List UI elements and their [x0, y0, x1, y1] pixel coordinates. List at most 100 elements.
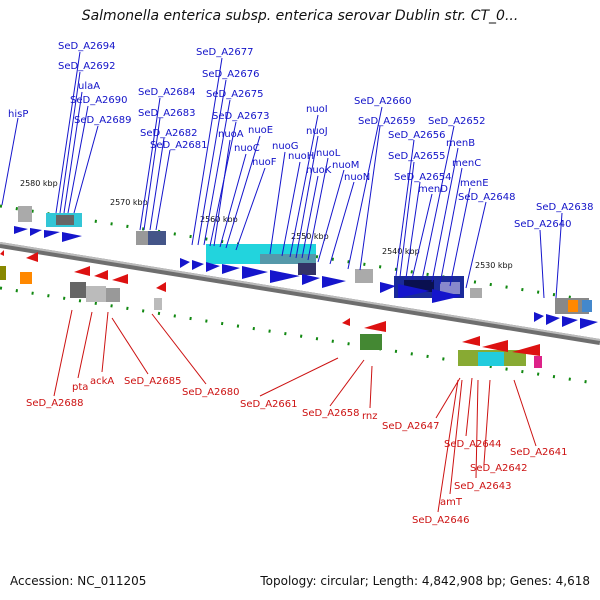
- gene-label: SeD_A2675: [206, 89, 264, 100]
- gene-label: SeD_A2685: [124, 376, 182, 387]
- gene-label: nuoN: [344, 172, 370, 183]
- gene-arrow: [380, 282, 396, 293]
- gene-arrow: [462, 336, 480, 346]
- gene-arrow: [44, 230, 60, 238]
- gene-arrow: [242, 266, 268, 279]
- gene-label: SeD_A2659: [358, 116, 416, 127]
- feature-block: [106, 288, 120, 302]
- gene-label: nuoG: [272, 141, 299, 152]
- gene-arrow: [342, 318, 350, 326]
- feature-block: [360, 334, 382, 350]
- gene-arrow: [192, 260, 204, 270]
- gene-label: SeD_A2683: [138, 108, 196, 119]
- gene-arrow: [562, 316, 578, 327]
- gene-arrow: [432, 289, 462, 303]
- map-title: Salmonella enterica subsp. enterica sero…: [81, 8, 519, 24]
- gene-label: SeD_A2644: [444, 439, 502, 450]
- gene-arrow: [26, 252, 38, 262]
- gene-label: SeD_A2677: [196, 47, 254, 58]
- feature-block: [154, 298, 162, 310]
- feature-block: [478, 352, 504, 366]
- gene-label: SeD_A2673: [212, 111, 270, 122]
- gene-label: ulaA: [78, 81, 100, 92]
- genome-summary-text: Topology: circular; Length: 4,842,908 bp…: [260, 574, 590, 588]
- gene-label: SeD_A2680: [182, 387, 240, 398]
- gene-arrow: [398, 284, 430, 298]
- kbp-tick-label: 2530 kbp: [475, 261, 513, 270]
- feature-block: [568, 300, 578, 312]
- gene-arrow: [112, 274, 128, 284]
- gene-arrow: [180, 258, 190, 268]
- gene-arrow: [74, 266, 90, 276]
- gene-arrow: [94, 270, 108, 280]
- gene-arrow: [580, 318, 598, 329]
- gene-arrow: [14, 226, 28, 234]
- gene-label: nuoL: [316, 148, 341, 159]
- gene-label: SeD_A2682: [140, 128, 198, 139]
- gene-label: SeD_A2692: [58, 61, 116, 72]
- gene-arrow: [156, 282, 166, 292]
- gene-label: ackA: [90, 376, 114, 387]
- gene-arrow: [30, 228, 42, 236]
- reverse-genes: [0, 250, 540, 356]
- gene-label: menC: [452, 158, 481, 169]
- gene-arrow: [322, 276, 346, 288]
- gene-label: nuoI: [306, 104, 328, 115]
- gene-label: SeD_A2646: [412, 515, 470, 526]
- kbp-tick-label: 2550 kbp: [291, 232, 329, 241]
- gene-arrow: [482, 340, 508, 352]
- gene-label: nuoH: [288, 151, 314, 162]
- feature-block: [582, 300, 592, 312]
- gene-arrow: [222, 264, 240, 274]
- gene-arrow: [512, 344, 540, 356]
- gene-label: SeD_A2694: [58, 41, 116, 52]
- gene-label: SeD_A2642: [470, 463, 528, 474]
- gene-label: SeD_A2658: [302, 408, 360, 419]
- feature-block: [18, 206, 32, 222]
- gene-label: SeD_A2647: [382, 421, 440, 432]
- gene-label: SeD_A2638: [536, 202, 594, 213]
- kbp-tick-label: 2570 kbp: [110, 198, 148, 207]
- top-leader-lines: [1, 51, 563, 299]
- genome-backbone: [0, 242, 600, 345]
- gene-arrow: [546, 314, 560, 325]
- gene-label: rnz: [362, 411, 378, 422]
- kbp-tick-label: 2560 kbp: [200, 215, 238, 224]
- feature-block: [470, 288, 482, 298]
- gene-label: nuoE: [248, 125, 273, 136]
- feature-block: [260, 254, 316, 264]
- kbp-scale: 2580 kbp 2570 kbp 2560 kbp 2550 kbp 2540…: [20, 179, 513, 270]
- gene-label: nuoM: [332, 160, 359, 171]
- gene-label: SeD_A2660: [354, 96, 412, 107]
- gene-label: SeD_A2689: [74, 115, 132, 126]
- gene-label: SeD_A2641: [510, 447, 568, 458]
- gene-label: pta: [72, 382, 88, 393]
- kbp-tick-label: 2540 kbp: [382, 247, 420, 256]
- gene-label: nuoJ: [306, 126, 328, 137]
- gene-arrow: [302, 274, 320, 285]
- gene-label: amT: [440, 497, 463, 508]
- gene-label: SeD_A2661: [240, 399, 298, 410]
- feature-block: [136, 231, 148, 245]
- kbp-tick-label: 2580 kbp: [20, 179, 58, 188]
- gene-label: menB: [446, 138, 475, 149]
- gene-label: SeD_A2643: [454, 481, 512, 492]
- gene-label: SeD_A2688: [26, 398, 84, 409]
- gene-label: nuoC: [234, 143, 260, 154]
- gene-arrow: [0, 250, 4, 256]
- feature-block: [20, 272, 32, 284]
- gene-label: SeD_A2681: [150, 140, 208, 151]
- feature-block: [298, 263, 316, 275]
- bottom-leader-lines: [53, 309, 537, 513]
- gene-label: SeD_A2640: [514, 219, 572, 230]
- gene-label: nuoK: [306, 165, 332, 176]
- gene-label: menD: [418, 184, 448, 195]
- feature-block: [86, 286, 106, 302]
- gene-label: nuoF: [252, 157, 277, 168]
- gene-label: SeD_A2648: [458, 192, 516, 203]
- feature-block: [355, 269, 373, 283]
- gene-arrow: [534, 312, 544, 322]
- gene-arrow: [62, 232, 82, 242]
- gene-label: SeD_A2676: [202, 69, 260, 80]
